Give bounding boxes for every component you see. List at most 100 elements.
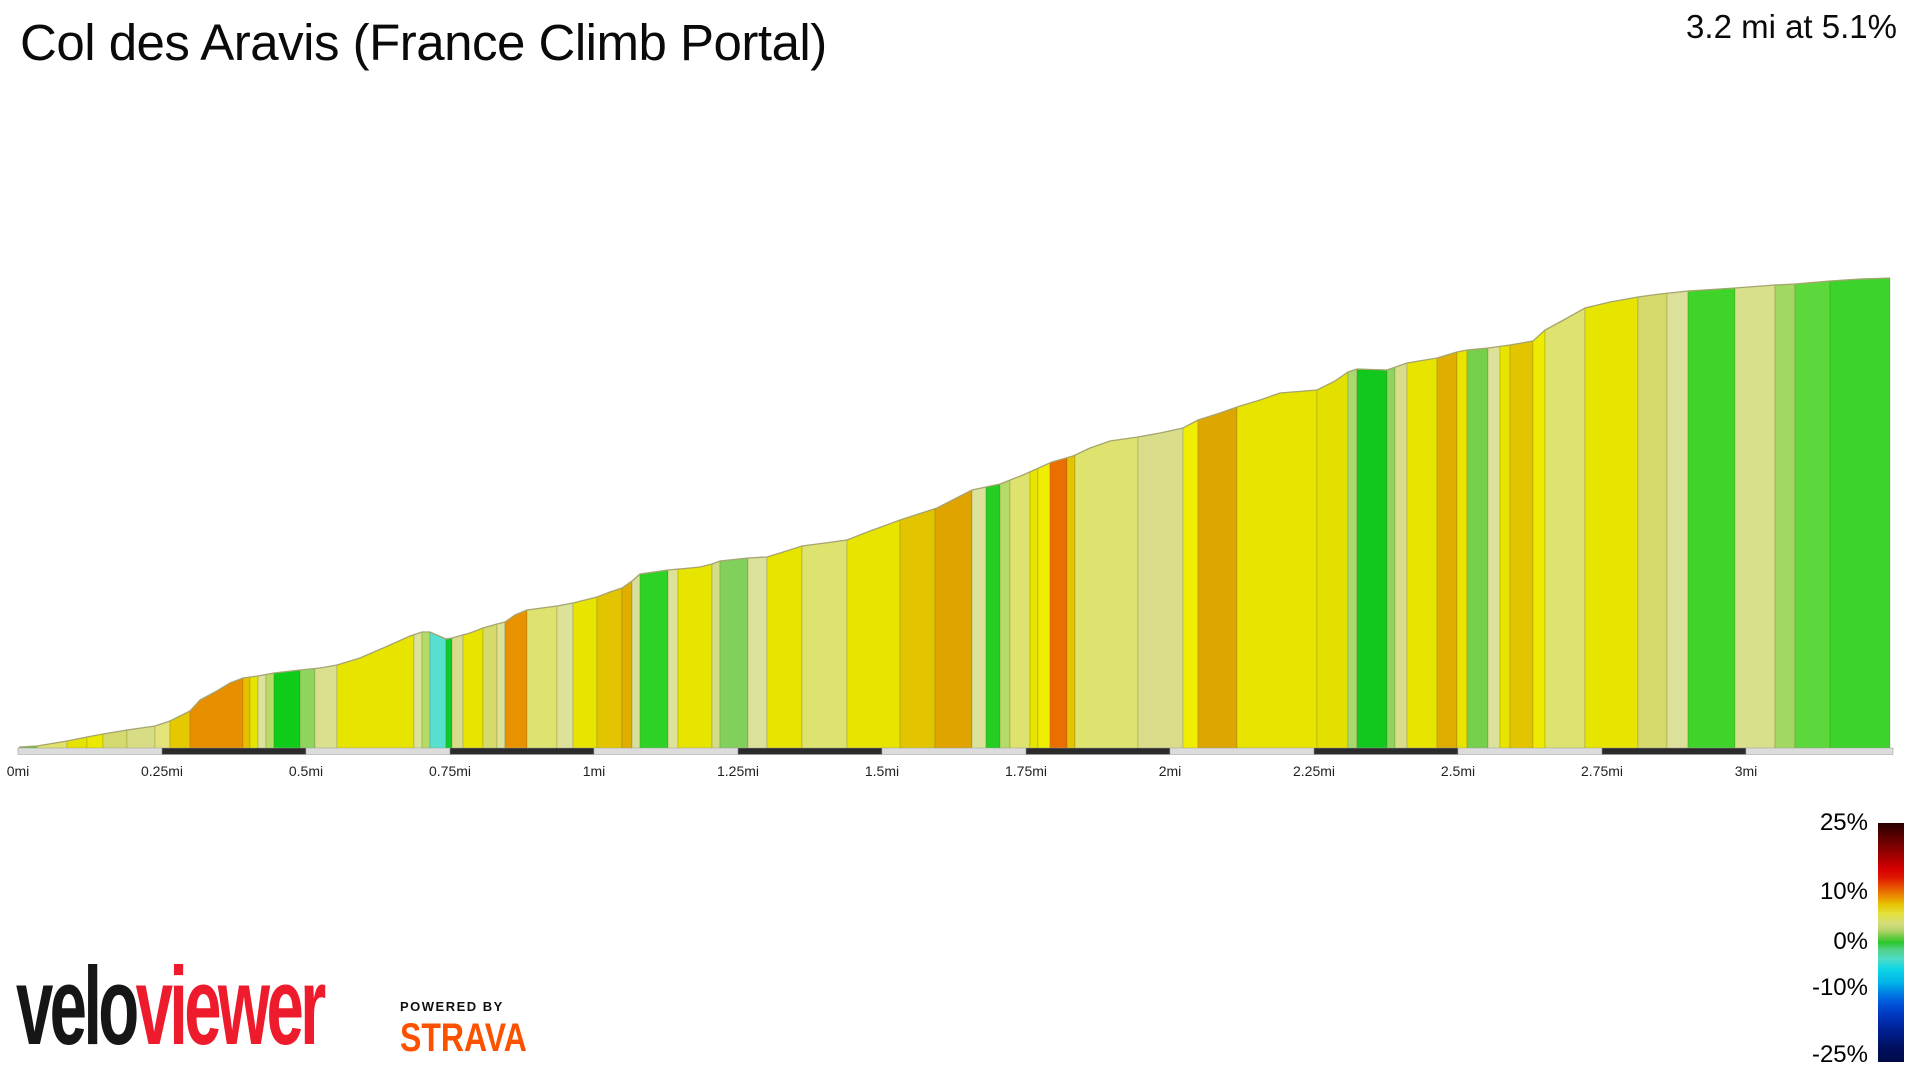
gradient-segment — [1487, 345, 1501, 752]
gradient-segment — [677, 563, 713, 752]
legend-tick-label: -10% — [1811, 974, 1868, 1001]
gradient-segment — [766, 545, 803, 752]
x-axis-tick-label: 2.5mi — [1441, 763, 1475, 779]
axis-scale-bar-segment — [1169, 747, 1315, 755]
gradient-segment — [1394, 362, 1408, 752]
gradient-segment — [1316, 371, 1349, 752]
gradient-segment — [413, 631, 423, 752]
gradient-segment — [747, 556, 768, 752]
gradient-segment — [1436, 351, 1458, 752]
gradient-segment — [273, 669, 301, 752]
gradient-segment — [504, 609, 528, 752]
axis-scale-bar-segment — [1457, 747, 1603, 755]
x-axis-tick-label: 2.75mi — [1581, 763, 1623, 779]
gradient-segment — [899, 508, 936, 752]
gradient-segment — [1029, 467, 1039, 752]
gradient-segment — [1197, 406, 1238, 752]
gradient-segment — [249, 675, 259, 752]
climb-summary: 3.2 mi at 5.1% — [1686, 8, 1897, 45]
gradient-segment — [1347, 368, 1358, 752]
axis-scale-bar-segment — [17, 747, 163, 755]
x-axis-tick-label: 0.25mi — [141, 763, 183, 779]
gradient-segment — [1499, 344, 1511, 752]
axis-scale-bar-segment — [449, 747, 595, 755]
climb-profile-chart: 0mi 0.25mi 0.5mi 0.75mi 1mi 1.25mi 1.5mi 1.75mi… — [7, 277, 1894, 779]
gradient-segment — [496, 621, 506, 752]
gradient-legend: 25% 10% 0% -10% -25% — [1770, 808, 1920, 1078]
gradient-segment — [451, 634, 464, 752]
gradient-segment — [1666, 290, 1689, 752]
axis-scale-bar-segment — [1313, 747, 1459, 755]
gradient-segment — [265, 672, 275, 752]
legend-colorbar — [1878, 823, 1904, 1062]
gradient-segment — [639, 569, 669, 752]
legend-tick-label: 25% — [1819, 809, 1868, 836]
gradient-segment — [1687, 287, 1736, 752]
gradient-segment — [1466, 347, 1489, 752]
gradient-segment — [1794, 280, 1831, 752]
legend-tick-label: 0% — [1833, 928, 1868, 955]
gradient-segment — [462, 627, 484, 752]
axis-scale-bar-segment — [305, 747, 451, 755]
gradient-segment — [1509, 340, 1534, 752]
gradient-segment — [999, 479, 1011, 752]
gradient-segment — [1182, 419, 1199, 752]
gradient-segment — [934, 489, 973, 752]
gradient-segment — [482, 623, 498, 752]
gradient-segment — [445, 637, 453, 752]
axis-scale-bar-segment — [593, 747, 739, 755]
veloviewer-logo[interactable]: veloviewer — [16, 952, 326, 1062]
powered-by-label: POWERED BY — [400, 999, 504, 1014]
gradient-segment — [719, 557, 749, 752]
veloviewer-logo-viewer: viewer — [135, 945, 327, 1068]
gradient-segment — [1774, 283, 1796, 752]
x-axis-tick-label: 1.75mi — [1005, 763, 1047, 779]
x-axis-tick-label: 1.5mi — [865, 763, 899, 779]
gradient-segment — [1236, 389, 1318, 752]
gradient-segment — [846, 519, 901, 752]
gradient-segment — [1584, 296, 1639, 752]
gradient-segment — [421, 631, 431, 752]
axis-scale-bar-segment — [161, 747, 307, 755]
gradient-segment — [1637, 292, 1668, 752]
x-axis-tick-label: 2.25mi — [1293, 763, 1335, 779]
gradient-segment — [314, 664, 338, 752]
legend-tick-label: 10% — [1819, 878, 1868, 905]
gradient-segment — [299, 668, 316, 752]
gradient-segment — [631, 573, 641, 752]
gradient-segment — [169, 710, 191, 752]
gradient-segment — [1009, 471, 1031, 752]
gradient-segment — [242, 676, 251, 752]
x-axis-tick-label: 1.25mi — [717, 763, 759, 779]
gradient-segment — [1406, 357, 1438, 752]
gradient-segment — [1386, 366, 1396, 752]
gradient-segment — [1037, 462, 1051, 752]
axis-scale-bar-segment — [1745, 747, 1894, 755]
x-axis-tick-label: 1mi — [583, 763, 606, 779]
gradient-segment — [1734, 284, 1776, 752]
gradient-segment — [711, 560, 721, 752]
x-axis-tick-label: 0.5mi — [289, 763, 323, 779]
legend-tick-label: -25% — [1811, 1041, 1868, 1068]
axis-scale-bar-segment — [1025, 747, 1171, 755]
elevation-outline — [17, 277, 1891, 750]
gradient-segment — [556, 602, 574, 752]
gradient-segment — [526, 605, 558, 752]
axis-scale-bar-segment — [737, 747, 883, 755]
gradient-segment — [1066, 454, 1076, 752]
gradient-segment — [801, 539, 848, 752]
gradient-segment — [971, 486, 987, 752]
x-axis-tick-label: 0mi — [7, 763, 30, 779]
x-axis-tick-label: 0.75mi — [429, 763, 471, 779]
gradient-segment — [1356, 368, 1388, 752]
gradient-segment — [1532, 329, 1546, 752]
gradient-segment — [1074, 436, 1139, 752]
gradient-segment — [621, 580, 633, 752]
x-axis-tick-label: 3mi — [1735, 763, 1758, 779]
axis-scale-bar-segment — [1601, 747, 1747, 755]
gradient-segment — [667, 568, 679, 752]
powered-by-strava[interactable]: POWERED BY STRAVA — [400, 999, 559, 1058]
gradient-segment — [189, 677, 244, 752]
axis-scale-bar-segment — [881, 747, 1027, 755]
